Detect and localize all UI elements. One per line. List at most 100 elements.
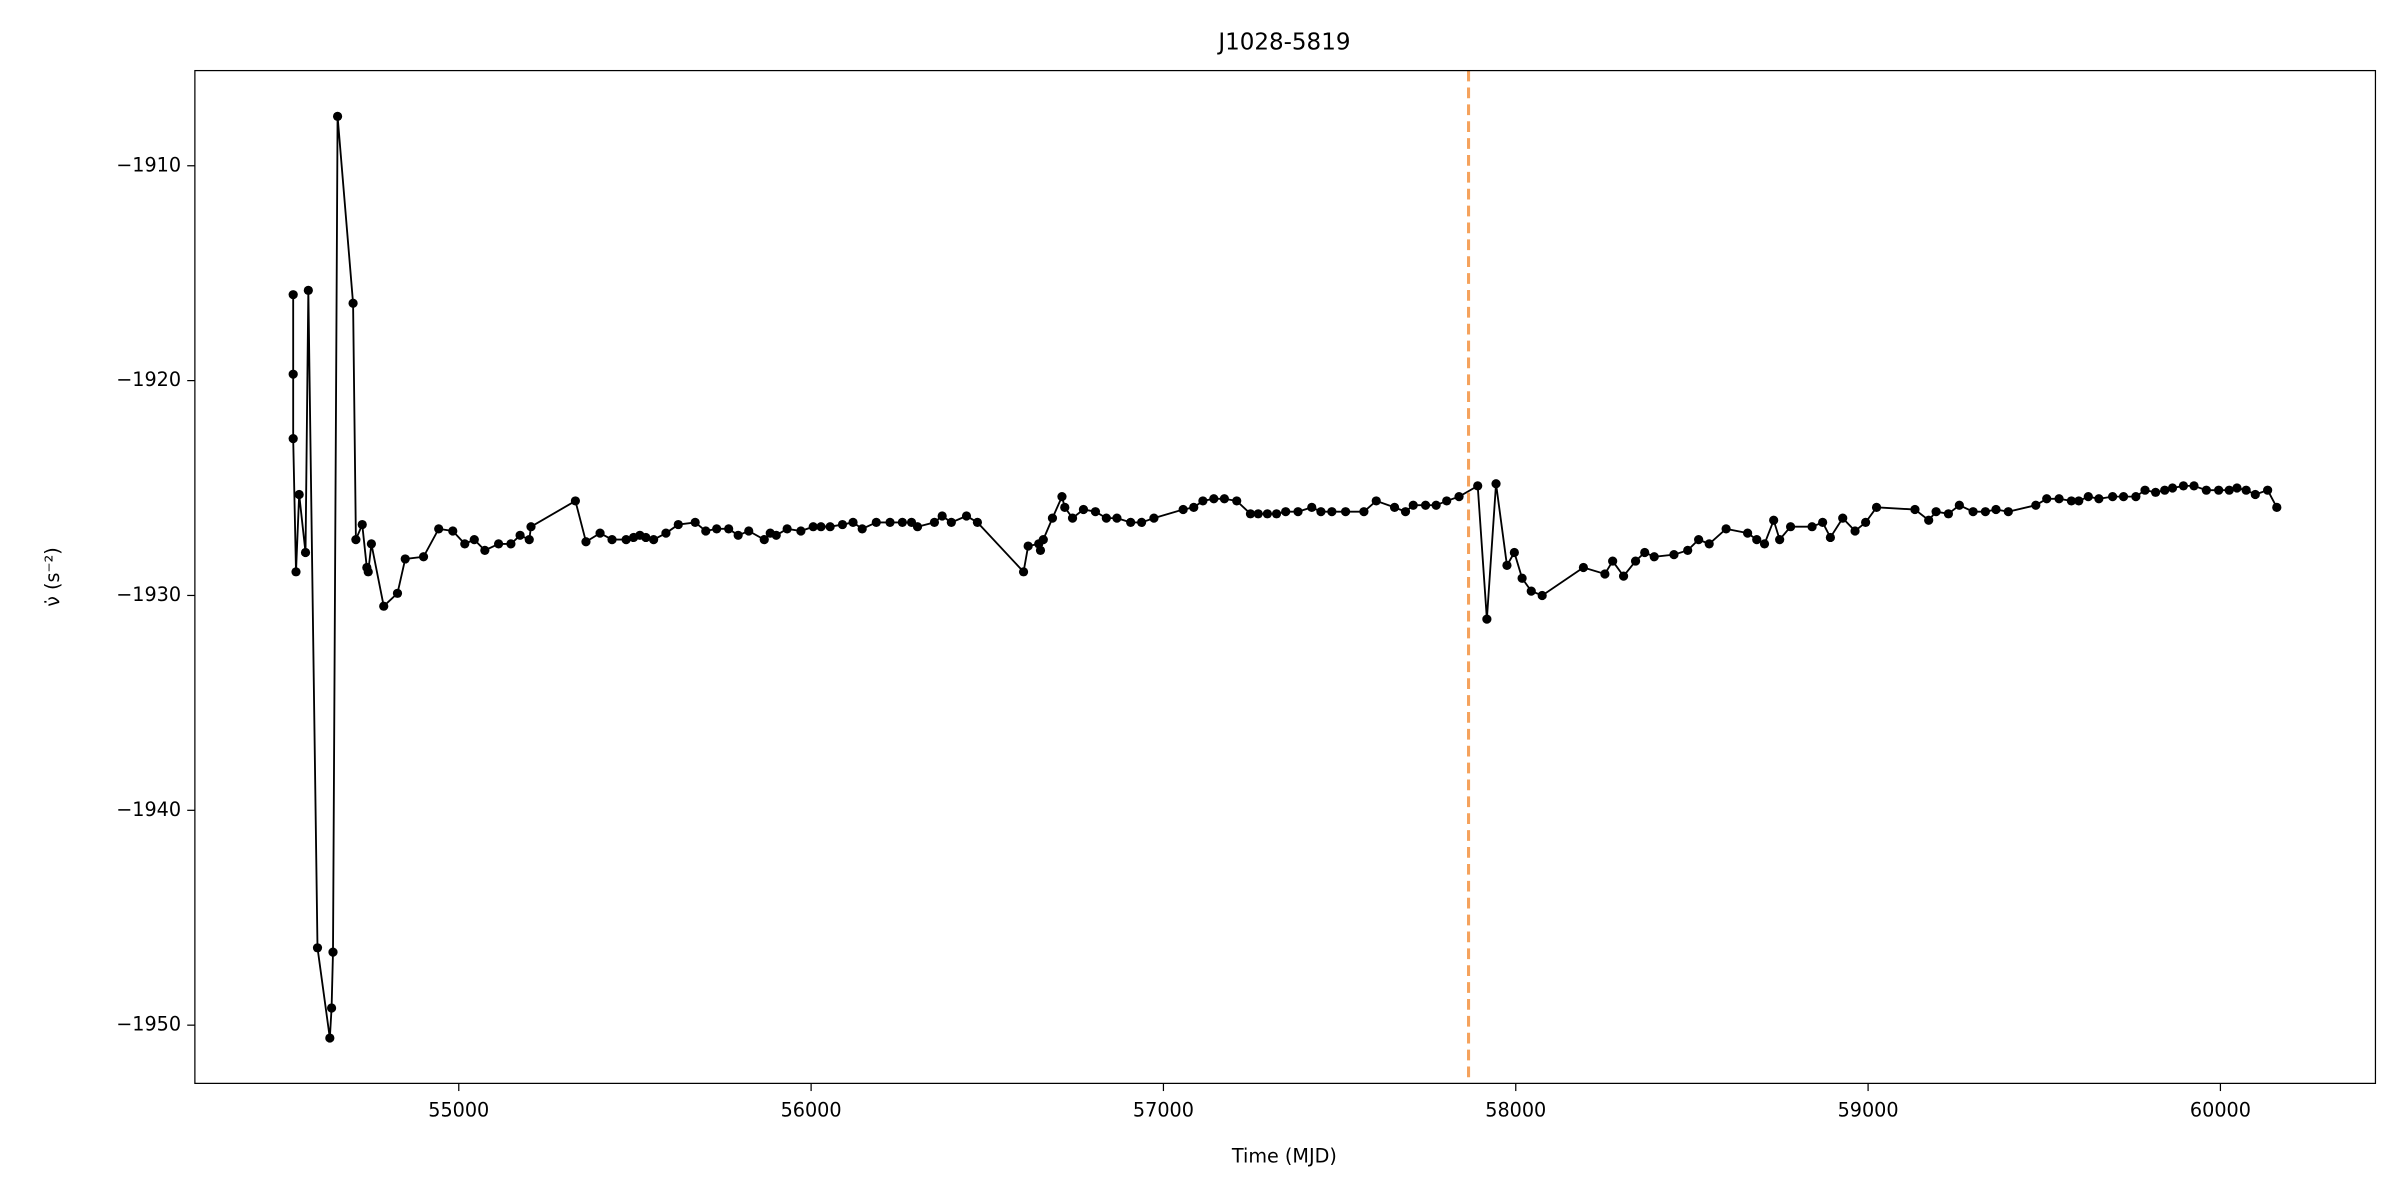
data-point (351, 534, 361, 545)
data-point (641, 532, 651, 543)
data-point (1954, 500, 1964, 510)
data-point (972, 517, 983, 528)
data-point (303, 285, 313, 295)
data-point (607, 534, 617, 545)
data-point (1078, 504, 1089, 515)
data-point (1871, 502, 1882, 512)
data-point (2224, 485, 2234, 495)
data-point (418, 552, 429, 562)
data-point (300, 547, 311, 558)
data-point (1818, 517, 1828, 528)
data-point (857, 524, 867, 534)
data-point (1694, 534, 1704, 545)
data-point (2131, 492, 2141, 502)
data-point (460, 539, 470, 549)
x-tick-label: 57000 (1133, 1098, 1194, 1121)
data-point (328, 947, 338, 957)
data-point (288, 434, 298, 444)
data-point (673, 519, 683, 530)
x-tick-label: 60000 (2190, 1098, 2251, 1121)
data-point (312, 943, 323, 953)
data-point (782, 524, 792, 534)
data-point (400, 554, 410, 564)
data-point (1742, 528, 1753, 538)
y-tick-label: −1930 (116, 583, 181, 606)
data-point (524, 534, 534, 545)
data-point (1473, 481, 1483, 491)
data-point (1281, 507, 1291, 517)
data-point (1271, 509, 1282, 519)
data-point (1838, 513, 1848, 523)
data-point (897, 517, 907, 528)
data-point (1526, 586, 1536, 596)
data-point (1482, 614, 1492, 624)
data-point (1850, 526, 1860, 536)
data-point (1189, 502, 1199, 512)
data-point (1389, 502, 1400, 512)
data-point (581, 537, 591, 547)
data-point (1209, 494, 1219, 504)
y-tick-label: −1920 (116, 368, 181, 391)
data-point (1018, 567, 1029, 577)
data-point (1980, 507, 1991, 517)
data-point (2272, 502, 2282, 512)
data-point (1178, 504, 1188, 515)
data-point (348, 298, 358, 308)
data-point (595, 528, 605, 538)
data-point (1262, 509, 1272, 519)
data-point (1067, 513, 1078, 523)
data-point (724, 524, 734, 534)
data-point (1316, 507, 1326, 517)
x-axis-label: Time (MJD) (1231, 1145, 1337, 1168)
data-point (2150, 487, 2161, 497)
data-point (1293, 507, 1303, 517)
data-point (759, 534, 769, 545)
data-point (434, 524, 444, 534)
data-point (1968, 507, 1978, 517)
data-point (1807, 522, 1817, 532)
data-point (1759, 539, 1770, 549)
data-point (1057, 492, 1067, 502)
data-point (2094, 494, 2104, 504)
data-point (2066, 496, 2076, 506)
data-point (2108, 492, 2118, 502)
data-point (848, 517, 858, 528)
data-point (1198, 496, 1208, 506)
data-point (1704, 539, 1714, 549)
data-point (469, 534, 479, 545)
data-point (1618, 571, 1629, 581)
data-point (1454, 492, 1464, 502)
data-point (885, 517, 895, 528)
data-point (837, 519, 848, 530)
data-point (2263, 485, 2273, 495)
data-point (961, 511, 972, 521)
data-point (363, 567, 373, 577)
data-point (1112, 513, 1122, 523)
data-point (294, 489, 304, 500)
data-point (1683, 545, 1693, 555)
data-point (2250, 489, 2260, 500)
data-point (332, 111, 343, 121)
data-point (1400, 507, 1411, 517)
data-point (2160, 485, 2170, 495)
data-point (1101, 513, 1111, 523)
data-point (1359, 507, 1369, 517)
data-point (506, 539, 516, 549)
data-point (1769, 515, 1779, 525)
data-point (701, 526, 711, 536)
data-point (2241, 485, 2251, 495)
data-point (1825, 532, 1835, 543)
data-point (1517, 573, 1527, 583)
data-point (1245, 509, 1256, 519)
data-point (1253, 509, 1263, 519)
data-point (493, 539, 504, 549)
data-point (1991, 504, 2001, 515)
data-point (816, 522, 826, 532)
x-tick-label: 59000 (1838, 1098, 1899, 1121)
data-point (2178, 481, 2189, 491)
data-point (1149, 513, 1159, 523)
data-point (2042, 494, 2052, 504)
data-point (326, 1003, 337, 1013)
